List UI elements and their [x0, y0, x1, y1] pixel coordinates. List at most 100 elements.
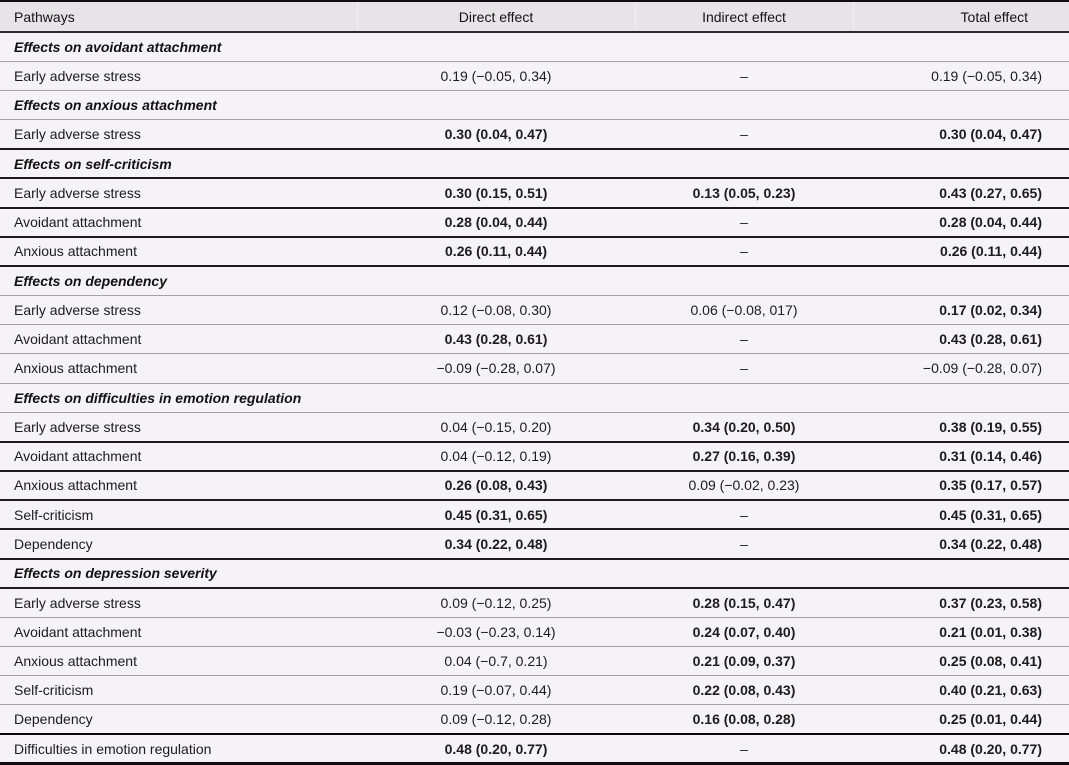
table-row: Avoidant attachment 0.28 (0.04, 0.44) –0.2… [0, 207, 1069, 238]
direct-effect-cell: 0.34 (0.22, 0.48) [357, 529, 635, 560]
pathway-cell: Early adverse stress [0, 412, 357, 443]
total-effect-cell: −0.09 (−0.28, 0.07) [853, 353, 1069, 384]
pathway-cell: Early adverse stress [0, 587, 357, 618]
column-header-total-effect: Total effect [852, 1, 1069, 33]
direct-effect-cell: 0.43 (0.28, 0.61) [357, 324, 635, 355]
indirect-effect-cell: – [635, 529, 853, 560]
table-row: Avoidant attachment 0.04 (−0.12, 0.19) 0.2… [0, 441, 1069, 472]
table-row: Early adverse stress 0.19 (−0.05, 0.34) –0… [0, 61, 1069, 92]
pathway-cell: Early adverse stress [0, 61, 357, 92]
direct-effect-cell: −0.09 (−0.28, 0.07) [357, 353, 635, 384]
direct-effect-cell: 0.04 (−0.12, 0.19) [357, 441, 635, 472]
indirect-effect-cell: 0.28 (0.15, 0.47) [635, 587, 853, 618]
header-row: Pathways Direct effect Indirect effect T… [0, 1, 1069, 33]
indirect-effect-cell: – [635, 119, 853, 151]
pathway-cell: Anxious attachment [0, 470, 357, 502]
total-effect-cell: 0.17 (0.02, 0.34) [853, 295, 1069, 326]
total-effect-cell: 0.30 (0.04, 0.47) [853, 119, 1069, 151]
column-header-indirect-effect: Indirect effect [634, 1, 853, 33]
total-effect-cell: 0.26 (0.11, 0.44) [853, 236, 1069, 268]
total-effect-cell: 0.34 (0.22, 0.48) [853, 529, 1069, 560]
table-row: Avoidant attachment 0.43 (0.28, 0.61) –0.4… [0, 324, 1069, 355]
section-row: Effects on anxious attachment [0, 90, 1069, 121]
direct-effect-cell: 0.48 (0.20, 0.77) [357, 734, 635, 764]
indirect-effect-cell: 0.06 (−0.08, 017) [635, 295, 853, 326]
table-row: Early adverse stress 0.30 (0.15, 0.51) 0.1… [0, 178, 1069, 209]
direct-effect-cell: 0.45 (0.31, 0.65) [357, 500, 635, 531]
section-title: Effects on avoidant attachment [0, 32, 1069, 62]
indirect-effect-cell: 0.27 (0.16, 0.39) [635, 441, 853, 472]
column-header-pathways: Pathways [0, 1, 357, 33]
pathway-cell: Avoidant attachment [0, 441, 357, 472]
indirect-effect-cell: 0.13 (0.05, 0.23) [635, 178, 853, 209]
section-title: Effects on depression severity [0, 558, 1069, 589]
table-row: Self-criticism 0.45 (0.31, 0.65) –0.45 (0.… [0, 500, 1069, 531]
pathway-cell: Anxious attachment [0, 353, 357, 384]
pathway-cell: Avoidant attachment [0, 207, 357, 238]
section-title: Effects on anxious attachment [0, 90, 1069, 121]
total-effect-cell: 0.48 (0.20, 0.77) [853, 734, 1069, 764]
total-effect-cell: 0.45 (0.31, 0.65) [853, 500, 1069, 531]
section-row: Effects on avoidant attachment [0, 32, 1069, 62]
indirect-effect-cell: 0.09 (−0.02, 0.23) [635, 470, 853, 502]
indirect-effect-cell: 0.21 (0.09, 0.37) [635, 646, 853, 677]
pathway-cell: Dependency [0, 529, 357, 560]
direct-effect-cell: −0.03 (−0.23, 0.14) [357, 617, 635, 647]
pathway-cell: Avoidant attachment [0, 617, 357, 647]
pathway-cell: Self-criticism [0, 500, 357, 531]
indirect-effect-cell: – [635, 324, 853, 355]
direct-effect-cell: 0.19 (−0.07, 0.44) [357, 675, 635, 706]
pathway-cell: Anxious attachment [0, 236, 357, 268]
total-effect-cell: 0.31 (0.14, 0.46) [853, 441, 1069, 472]
total-effect-cell: 0.38 (0.19, 0.55) [853, 412, 1069, 443]
direct-effect-cell: 0.19 (−0.05, 0.34) [357, 61, 635, 92]
total-effect-cell: 0.25 (0.08, 0.41) [853, 646, 1069, 677]
table-row: Anxious attachment 0.26 (0.11, 0.44) –0.26… [0, 236, 1069, 268]
section-title: Effects on self-criticism [0, 149, 1069, 180]
pathway-cell: Avoidant attachment [0, 324, 357, 355]
pathway-cell: Early adverse stress [0, 295, 357, 326]
section-row: Effects on self-criticism [0, 149, 1069, 180]
direct-effect-cell: 0.04 (−0.7, 0.21) [357, 646, 635, 677]
table-row: Avoidant attachment −0.03 (−0.23, 0.14) 0.… [0, 617, 1069, 647]
table-row: Early adverse stress 0.04 (−0.15, 0.20) 0.… [0, 412, 1069, 443]
direct-effect-cell: 0.26 (0.11, 0.44) [357, 236, 635, 268]
indirect-effect-cell: – [635, 500, 853, 531]
table-row: Difficulties in emotion regulation 0.48 (… [0, 734, 1069, 764]
table-row: Self-criticism 0.19 (−0.07, 0.44) 0.22 (0.… [0, 675, 1069, 706]
indirect-effect-cell: 0.24 (0.07, 0.40) [635, 617, 853, 647]
table-row: Early adverse stress 0.12 (−0.08, 0.30) 0.… [0, 295, 1069, 326]
table-row: Early adverse stress 0.09 (−0.12, 0.25) 0.… [0, 587, 1069, 618]
table-row: Dependency 0.34 (0.22, 0.48) –0.34 (0.22, … [0, 529, 1069, 560]
table-row: Anxious attachment −0.09 (−0.28, 0.07) – −0… [0, 353, 1069, 384]
total-effect-cell: 0.43 (0.27, 0.65) [853, 178, 1069, 209]
column-header-direct-effect: Direct effect [356, 1, 635, 33]
total-effect-cell: 0.28 (0.04, 0.44) [853, 207, 1069, 238]
total-effect-cell: 0.35 (0.17, 0.57) [853, 470, 1069, 502]
indirect-effect-cell: – [635, 236, 853, 268]
total-effect-cell: 0.37 (0.23, 0.58) [853, 587, 1069, 618]
indirect-effect-cell: 0.16 (0.08, 0.28) [635, 704, 853, 736]
table-body: Effects on avoidant attachment Early adve… [0, 32, 1069, 764]
total-effect-cell: 0.19 (−0.05, 0.34) [853, 61, 1069, 92]
direct-effect-cell: 0.26 (0.08, 0.43) [357, 470, 635, 502]
total-effect-cell: 0.21 (0.01, 0.38) [853, 617, 1069, 647]
section-row: Effects on depression severity [0, 558, 1069, 589]
pathway-cell: Self-criticism [0, 675, 357, 706]
pathway-cell: Early adverse stress [0, 119, 357, 151]
total-effect-cell: 0.40 (0.21, 0.63) [853, 675, 1069, 706]
indirect-effect-cell: – [635, 353, 853, 384]
direct-effect-cell: 0.04 (−0.15, 0.20) [357, 412, 635, 443]
direct-effect-cell: 0.30 (0.04, 0.47) [357, 119, 635, 151]
indirect-effect-cell: 0.22 (0.08, 0.43) [635, 675, 853, 706]
table-row: Dependency 0.09 (−0.12, 0.28) 0.16 (0.08, … [0, 704, 1069, 736]
indirect-effect-cell: – [635, 61, 853, 92]
total-effect-cell: 0.43 (0.28, 0.61) [853, 324, 1069, 355]
direct-effect-cell: 0.28 (0.04, 0.44) [357, 207, 635, 238]
section-title: Effects on dependency [0, 266, 1069, 296]
section-row: Effects on difficulties in emotion regul… [0, 383, 1069, 413]
direct-effect-cell: 0.09 (−0.12, 0.28) [357, 704, 635, 736]
indirect-effect-cell: – [635, 734, 853, 764]
total-effect-cell: 0.25 (0.01, 0.44) [853, 704, 1069, 736]
